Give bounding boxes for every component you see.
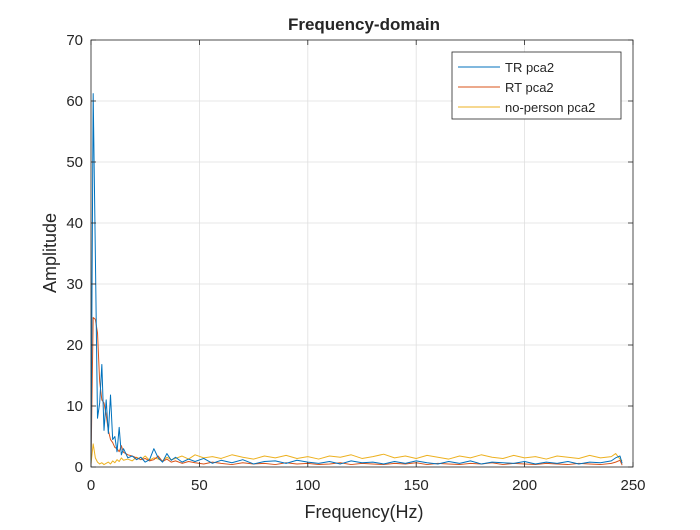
y-tick-label: 40 bbox=[66, 215, 83, 232]
y-tick-label: 20 bbox=[66, 337, 83, 354]
series-line-tr-pca2 bbox=[90, 93, 623, 465]
y-tick-label: 0 bbox=[75, 459, 83, 476]
x-axis-label: Frequency(Hz) bbox=[304, 502, 423, 522]
y-tick-label: 30 bbox=[66, 276, 83, 293]
legend-label: no-person pca2 bbox=[505, 100, 595, 115]
series-group bbox=[90, 93, 623, 466]
y-tick-label: 50 bbox=[66, 154, 83, 171]
x-tick-label: 150 bbox=[404, 477, 429, 494]
x-tick-label: 50 bbox=[191, 477, 208, 494]
x-tick-label: 0 bbox=[87, 477, 95, 494]
legend-box bbox=[451, 51, 622, 120]
y-tick-label: 70 bbox=[66, 32, 83, 49]
x-tick-label: 100 bbox=[295, 477, 320, 494]
ticks: 0 50 100 150 200 250 0 10 20 30 40 50 60 70 bbox=[66, 32, 645, 494]
axes-box bbox=[90, 39, 634, 468]
y-tick-label: 10 bbox=[66, 398, 83, 415]
legend: TR pca2 RT pca2 no-person pca2 bbox=[451, 51, 622, 120]
y-tick-label: 60 bbox=[66, 93, 83, 110]
series-line-no-person-pca2 bbox=[90, 443, 623, 466]
legend-label: TR pca2 bbox=[505, 60, 554, 75]
x-tick-label: 250 bbox=[620, 477, 645, 494]
y-axis-label: Amplitude bbox=[40, 213, 60, 293]
legend-label: RT pca2 bbox=[505, 80, 554, 95]
x-tick-label: 200 bbox=[512, 477, 537, 494]
chart-title: Frequency-domain bbox=[288, 15, 440, 34]
